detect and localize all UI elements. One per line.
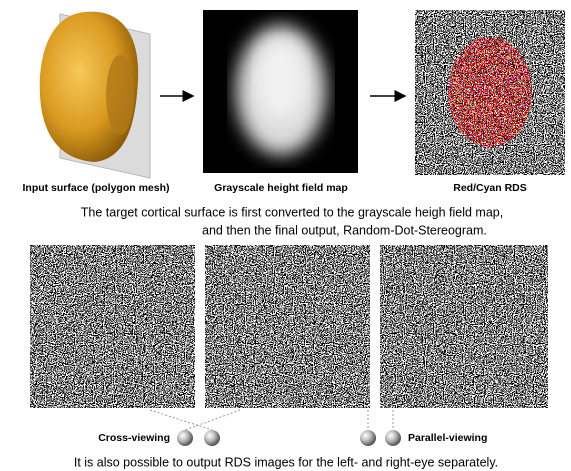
eye-ball	[177, 430, 193, 446]
eye-ball	[204, 430, 220, 446]
parallel-viewing-label: Parallel-viewing	[408, 432, 487, 444]
rds-left-image	[30, 245, 195, 408]
rds-right-image	[380, 245, 548, 408]
panel-label: Input surface (polygon mesh)	[22, 182, 169, 194]
footer-caption: It is also possible to output RDS images…	[74, 455, 498, 469]
caption: The target cortical surface is first con…	[81, 205, 503, 219]
panel-label: Grayscale height field map	[214, 182, 348, 194]
panel-label: Red/Cyan RDS	[453, 182, 527, 194]
eye-ball	[385, 430, 401, 446]
rds-center-image	[205, 245, 370, 408]
height-map-image	[203, 10, 358, 173]
input-surface-image	[40, 12, 150, 178]
caption: and then the final output, Random-Dot-St…	[202, 223, 487, 237]
cross-viewing-label: Cross-viewing	[98, 432, 170, 444]
rds-image	[415, 10, 565, 175]
view-lines	[150, 410, 393, 430]
eye-ball	[360, 430, 376, 446]
figure: Input surface (polygon mesh) Grayscale h…	[0, 0, 571, 471]
